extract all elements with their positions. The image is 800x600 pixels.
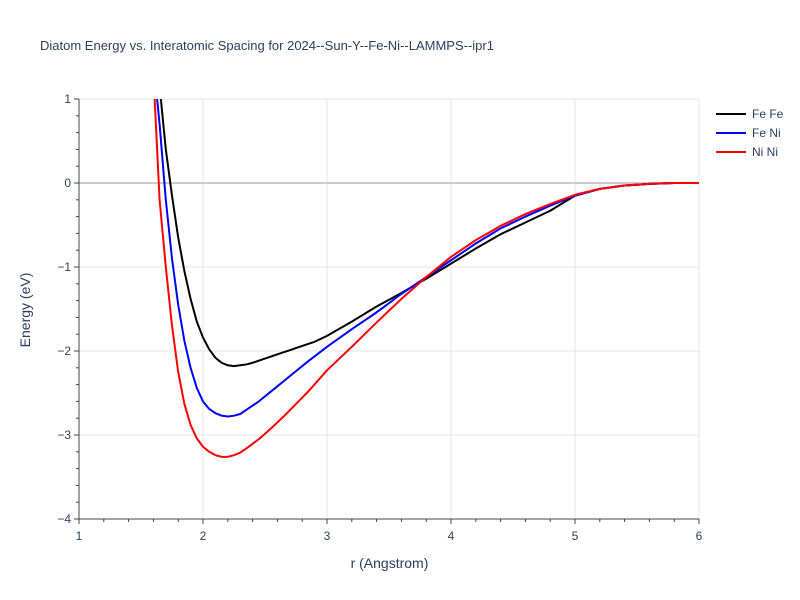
y-axis-title: Energy (eV) (17, 273, 33, 348)
legend[interactable]: Fe Fe Fe Ni Ni Ni (716, 107, 784, 159)
x-tick-label: 6 (696, 529, 703, 543)
axis-layer (74, 98, 700, 524)
chart-title: Diatom Energy vs. Interatomic Spacing fo… (40, 38, 494, 53)
legend-item-fe-ni[interactable]: Fe Ni (716, 126, 781, 140)
legend-label: Ni Ni (752, 145, 778, 159)
tick-label-layer: 1 2 3 4 5 6 1 0 −1 −2 −3 −4 (57, 92, 702, 543)
x-tick-label: 2 (200, 529, 207, 543)
series-line-fe-fe (159, 99, 699, 368)
y-tick-label: −1 (57, 260, 71, 274)
legend-item-ni-ni[interactable]: Ni Ni (716, 145, 778, 159)
series-layer (153, 99, 699, 458)
legend-item-fe-fe[interactable]: Fe Fe (716, 107, 784, 121)
x-tick-label: 3 (324, 529, 331, 543)
legend-label: Fe Fe (752, 107, 784, 121)
grid-layer (79, 98, 700, 519)
y-tick-label: −2 (57, 344, 71, 358)
y-tick-label: 0 (64, 176, 71, 190)
x-tick-label: 5 (572, 529, 579, 543)
x-axis-title: r (Angstrom) (351, 555, 429, 571)
y-tick-label: −3 (57, 428, 71, 442)
x-tick-label: 4 (448, 529, 455, 543)
x-tick-label: 1 (76, 529, 83, 543)
series-line-fe-ni (156, 99, 699, 418)
y-tick-label: 1 (64, 92, 71, 106)
y-tick-label: −4 (57, 512, 71, 526)
series-line-ni-ni (153, 99, 699, 458)
legend-label: Fe Ni (752, 126, 781, 140)
